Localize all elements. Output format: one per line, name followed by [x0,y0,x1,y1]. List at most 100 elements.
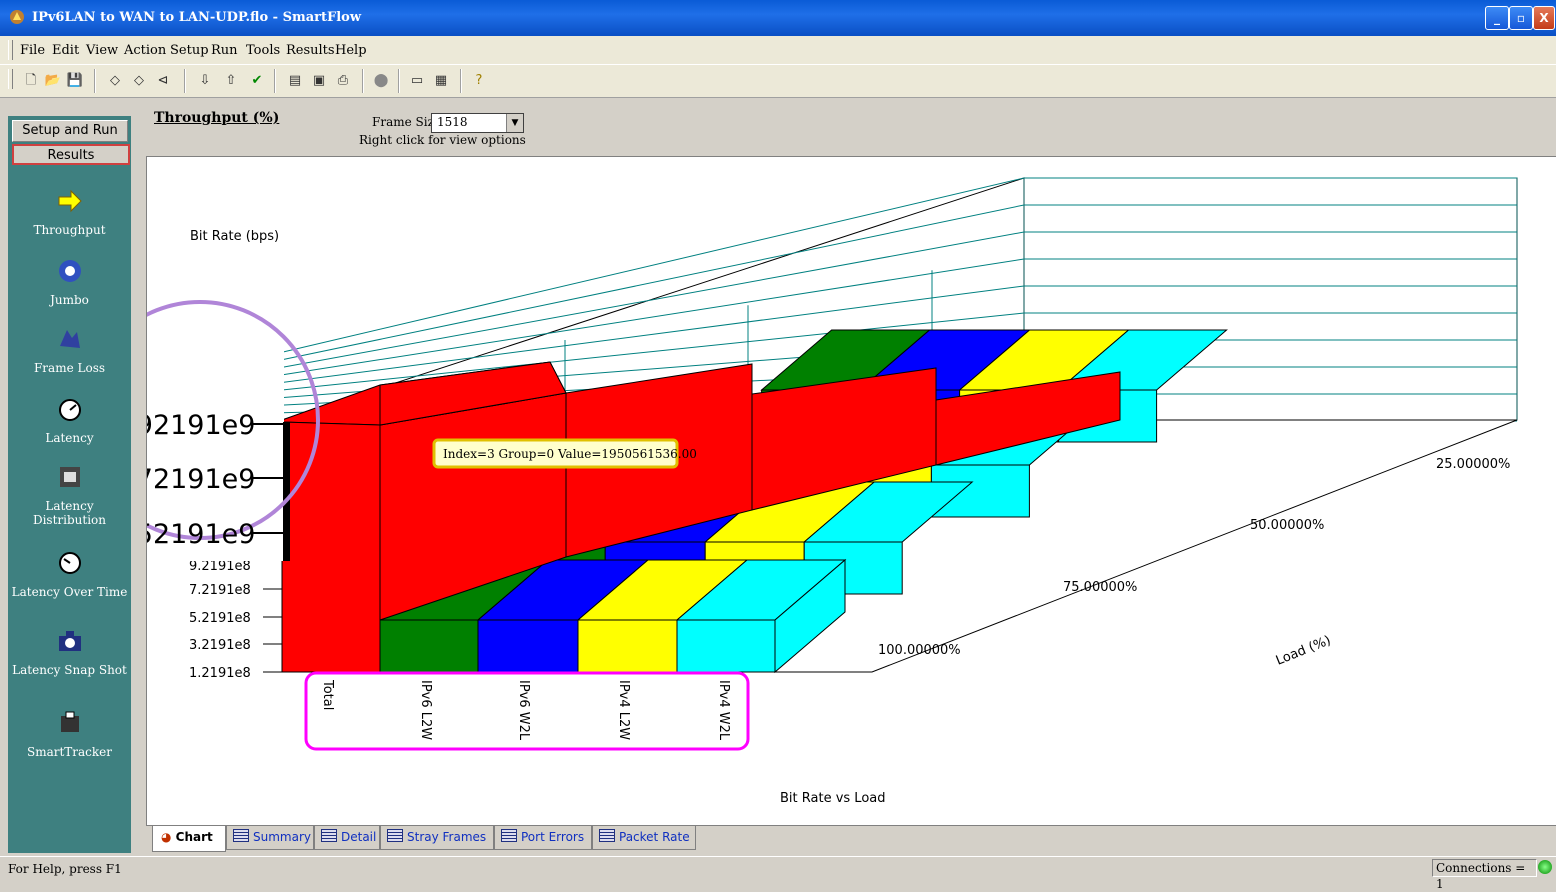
ipv6-l2w-bar-front [379,619,479,673]
tab-label: Stray Frames [407,830,487,844]
load-label: 75.00000% [1063,580,1137,595]
sidebar-item-frame-loss[interactable]: Frame Loss [8,326,131,375]
maximize-button[interactable]: ▫ [1509,6,1533,30]
connections-indicator: Connections = 1 [1432,859,1537,891]
ipv6-w2l-bar-front [477,619,579,673]
toolbar-grip [8,69,13,89]
close-button[interactable]: X [1533,6,1555,30]
sidebar-item-latency-snap-shot[interactable]: Latency Snap Shot [8,628,131,677]
clock-icon [58,552,81,574]
status-bar: For Help, press F1 Connections = 1 [0,856,1556,891]
category-label: IPv4 L2W [616,680,631,740]
y-tick-label: 1.2191e8 [189,666,251,681]
load-label: 25.00000% [1436,457,1510,472]
sidebar-controls [8,98,131,116]
tooltip-box [432,438,679,469]
monitor-icon[interactable]: ▭ [410,73,424,88]
magnifier-axis [283,422,290,561]
sidebar-item-latency-distribution[interactable]: Latency Distribution [8,464,131,527]
chart-area[interactable]: 1.2191e8 3.2191e8 5.2191e8 7.2191e8 9.2191e8… [146,156,1556,826]
tab-summary[interactable]: Summary [226,826,314,850]
menu-view[interactable]: View [86,43,119,58]
sidebar-item-label: Jumbo [50,293,89,307]
upload-icon[interactable]: ⇧ [225,73,237,88]
grid-icon [599,829,615,842]
grid-icon [233,829,249,842]
magnifier-ring [147,300,320,540]
tracker-icon [60,711,79,732]
tab-label: Packet Rate [619,830,690,844]
menu-results[interactable]: Results [286,43,335,58]
grid-line [281,285,1025,383]
tab-label: Summary [253,830,311,844]
bit-rate-chart: 1.2191e8 3.2191e8 5.2191e8 7.2191e8 9.2191e8… [147,177,1518,806]
value-tooltip: Index=3 Group=0 Value=1950561536.00 [443,447,697,461]
tab-port-errors[interactable]: Port Errors [494,826,592,850]
frame-size-label: Frame Size: [372,115,446,129]
sidebar-item-label: Frame Loss [33,361,106,375]
grid-line [281,258,1025,376]
connection-status-icon [1538,860,1552,874]
tab-label: Detail [341,830,377,844]
ipv4-w2l-bar-front [676,619,776,673]
tab-label: Port Errors [521,830,585,844]
y-axis-label: Bit Rate (bps) [190,229,279,244]
export-icon[interactable]: ▣ [312,73,326,88]
ipv4-w2l-side [774,558,846,674]
chevron-down-icon[interactable]: ▼ [506,114,523,132]
open-folder-icon[interactable]: 📂 [44,73,62,88]
tab-detail[interactable]: Detail [314,826,380,850]
category-highlight [304,671,750,751]
save-icon[interactable]: 💾 [66,73,84,88]
grid-line [281,312,1025,391]
stopwatch-icon [58,399,81,421]
category-label: IPv6 W2L [516,680,531,741]
page-title: Throughput (%) [154,110,280,126]
sidebar-item-label: Latency [45,431,94,445]
grid-icon [387,829,403,842]
new-file-icon[interactable]: 🗋 [25,73,37,88]
toolbar: 🗋 📂 💾 ◇ ◇ ⊲ ⇩ ⇧ ✔ ▤ ▣ ⎙ ⬤ ▭ ▦ ? [0,65,1556,98]
grid-line [281,231,1025,368]
connect-icon[interactable]: ◇ [110,73,120,88]
window-title: IPv6LAN to WAN to LAN-UDP.flo - SmartFlo… [32,10,362,25]
frame-loss-icon [59,330,80,348]
port-icon[interactable]: ⊲ [157,73,169,88]
disconnect-icon[interactable]: ◇ [134,73,144,88]
category-label: Total [320,679,335,710]
download-icon[interactable]: ⇩ [199,73,211,88]
report-icon[interactable]: ▤ [288,73,302,88]
sidebar-item-smarttracker[interactable]: SmartTracker [8,710,131,759]
menu-run[interactable]: Run [211,43,238,58]
sidebar-item-throughput[interactable]: Throughput [8,188,131,237]
menu-action[interactable]: Action [124,43,167,58]
sidebar-item-label: Latency Snap Shot [12,663,127,677]
y-tick-label: 5.2191e8 [189,611,251,626]
print-icon[interactable]: ⎙ [337,73,349,88]
help-icon[interactable]: ? [475,73,483,88]
tab-chart[interactable]: ◕ Chart [152,826,226,852]
sidebar-item-jumbo[interactable]: Jumbo [8,258,131,307]
stop-icon[interactable]: ⬤ [373,73,389,88]
tab-stray-frames[interactable]: Stray Frames [380,826,494,850]
menu-file[interactable]: File [20,43,46,58]
category-label: IPv6 L2W [418,680,433,740]
minimize-button[interactable]: _ [1485,6,1509,30]
menu-setup[interactable]: Setup [170,43,209,58]
menu-tools[interactable]: Tools [246,43,281,58]
sidebar-item-latency[interactable]: Latency [8,396,131,445]
title-bar: IPv6LAN to WAN to LAN-UDP.flo - SmartFlo… [0,0,1556,36]
results-button[interactable]: Results [12,144,130,165]
tab-packet-rate[interactable]: Packet Rate [592,826,696,850]
magnifier-tick-label: 1.72191e9 [147,464,255,495]
sidebar-item-latency-over-time[interactable]: Latency Over Time [8,550,131,599]
menu-help[interactable]: Help [335,43,367,58]
run-check-icon[interactable]: ✔ [251,73,263,88]
setup-and-run-button[interactable]: Setup and Run [12,120,128,142]
menu-edit[interactable]: Edit [52,43,80,58]
sidebar-item-label: Latency Distribution [32,499,107,527]
frame-size-select[interactable]: 1518 ▼ [431,113,524,133]
window-icon[interactable]: ▦ [434,73,448,88]
chart-tab-icon: ◕ [161,830,172,844]
